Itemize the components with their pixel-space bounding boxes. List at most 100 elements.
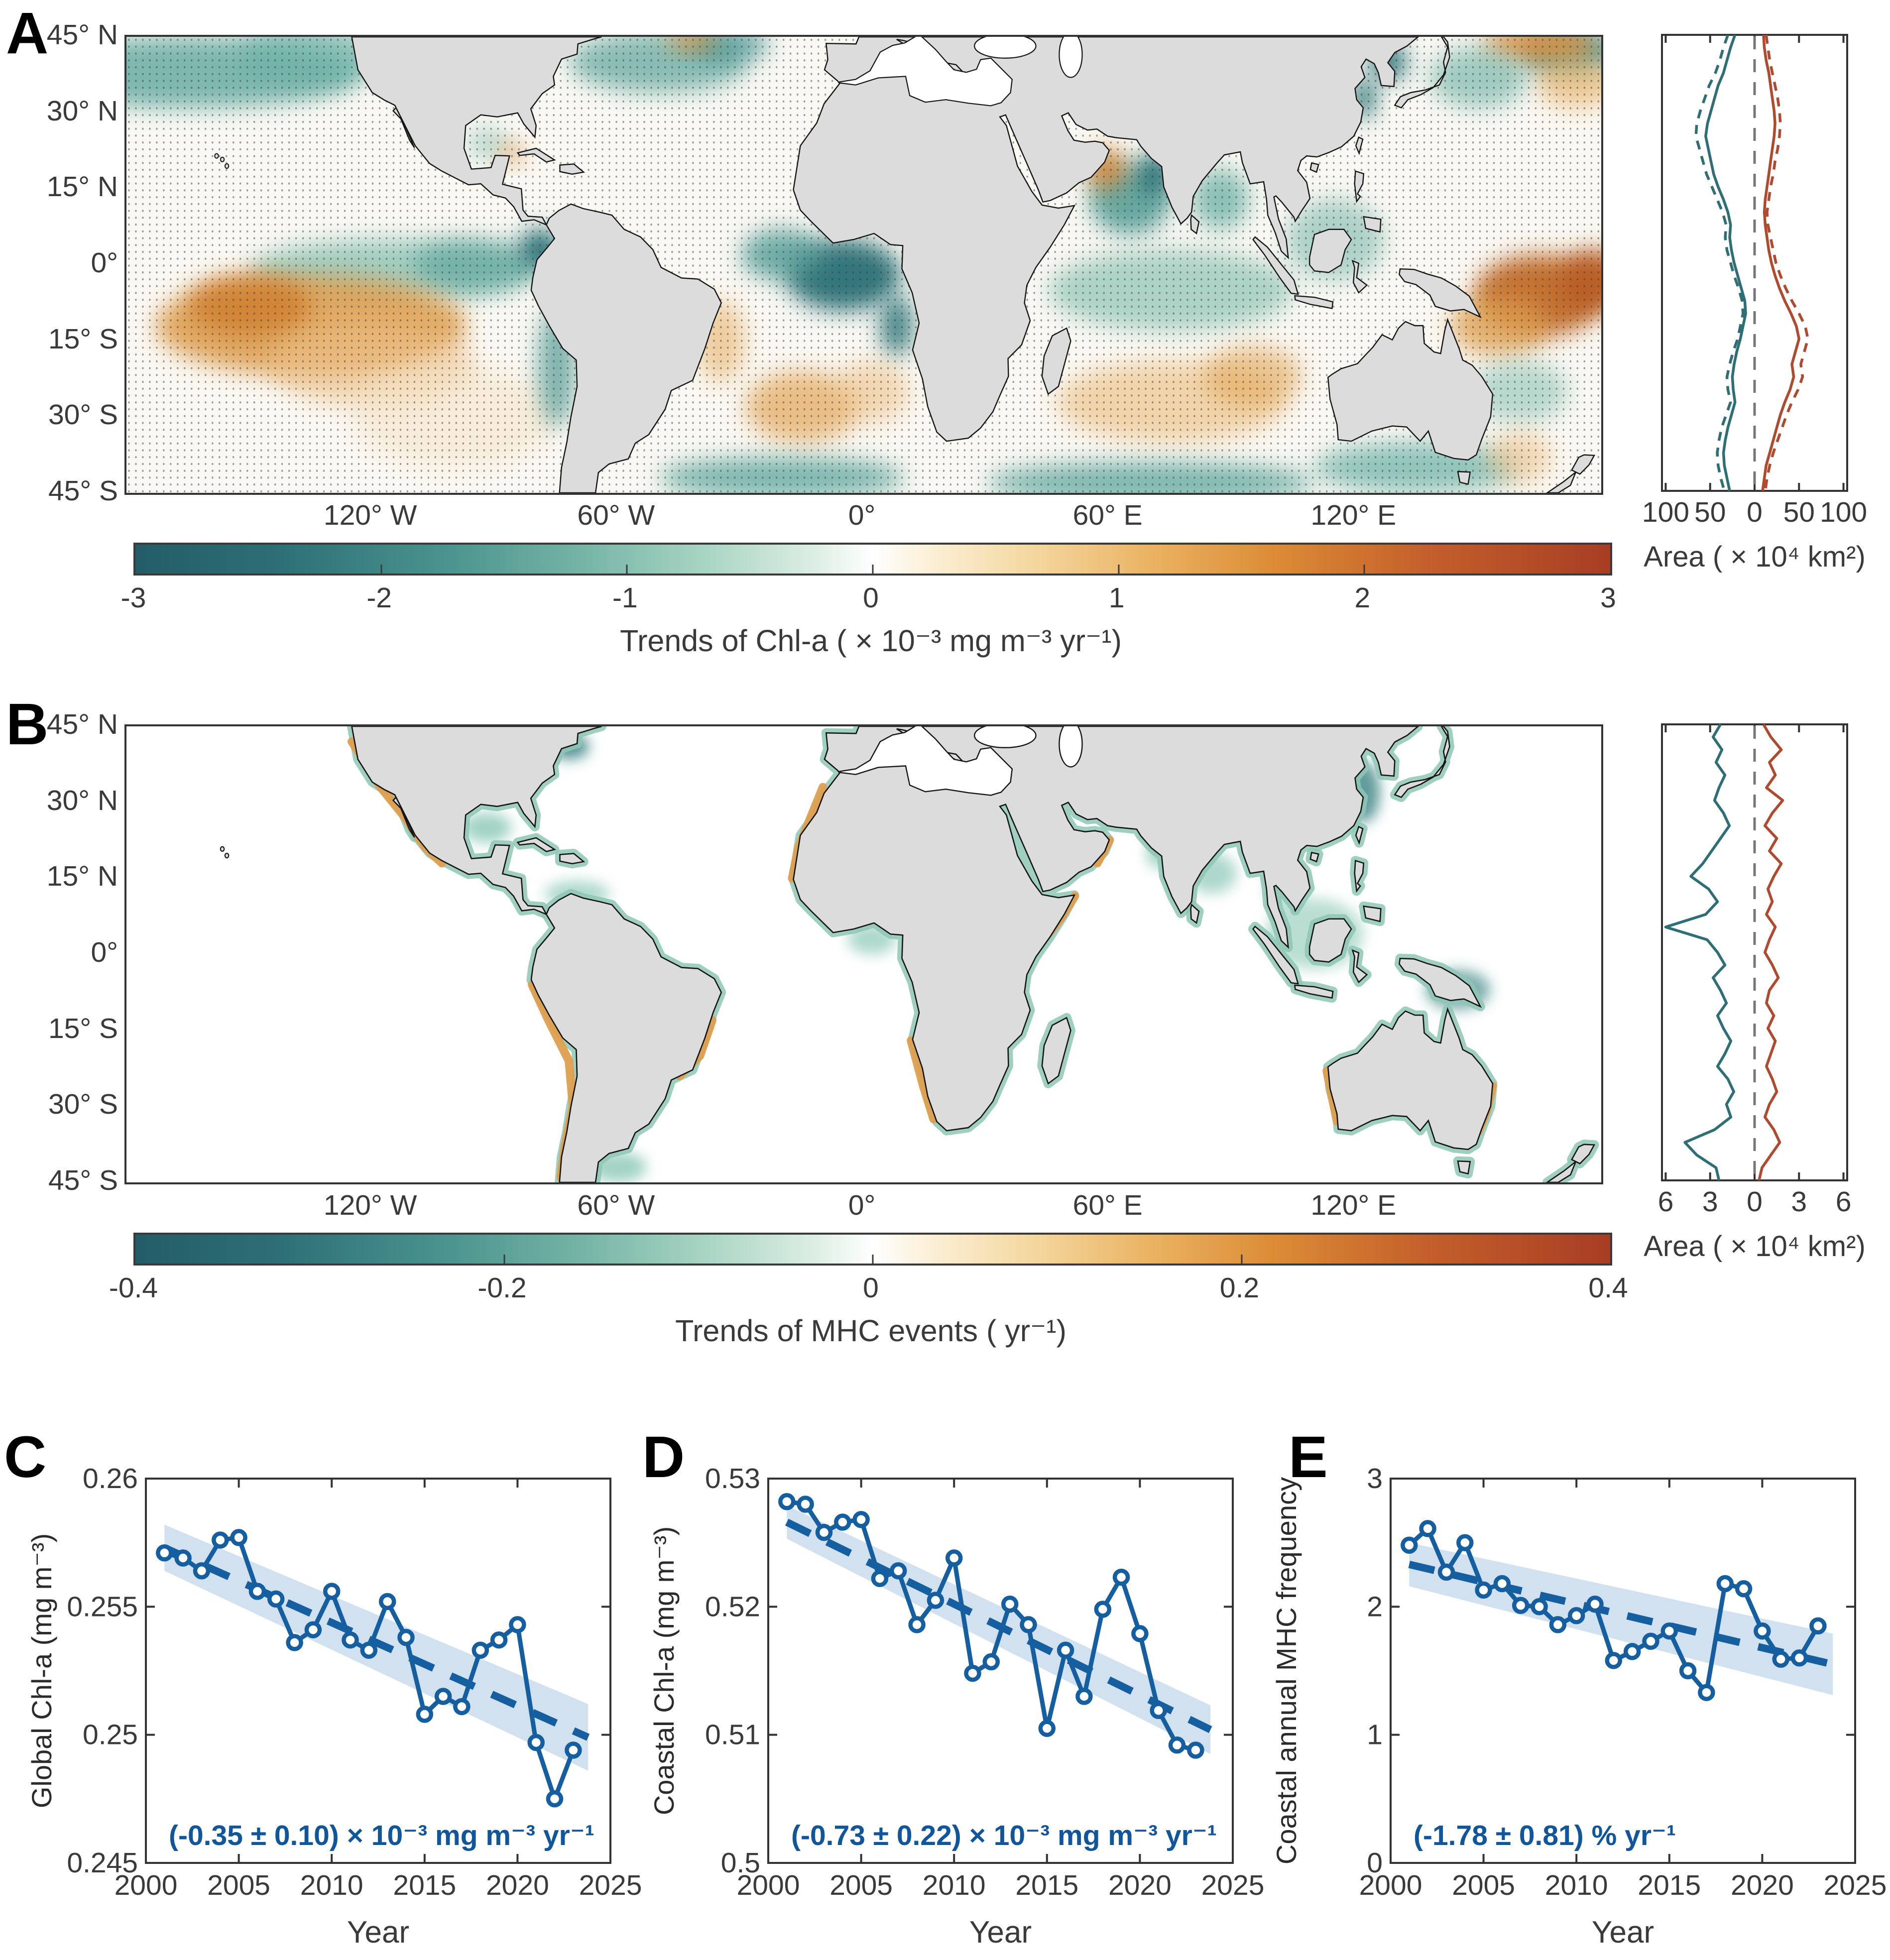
landmass	[1364, 906, 1381, 922]
hawaii-islands	[221, 847, 224, 851]
data-point	[871, 1570, 889, 1587]
area-tick-label: 6	[1836, 1186, 1852, 1218]
x-tick-label: 2020	[1108, 1869, 1172, 1901]
landmass	[1042, 328, 1071, 394]
data-point	[304, 1621, 322, 1638]
colorbar-chla-label: Trends of Chl-a ( × 10⁻³ mg m⁻³ yr⁻¹)	[620, 624, 1122, 658]
x-tick-label: 2025	[1201, 1869, 1265, 1901]
black-sea	[974, 726, 1036, 748]
colorbar-mhc-label: Trends of MHC events ( yr⁻¹)	[675, 1314, 1066, 1348]
data-point	[1094, 1601, 1112, 1618]
area-tick-label: 50	[1694, 496, 1726, 528]
lon-tick: 60° E	[1072, 499, 1143, 531]
panel-e-letter: E	[1289, 1424, 1328, 1490]
data-point	[1623, 1643, 1641, 1660]
cbar-tick: 3	[1600, 582, 1616, 614]
lat-tick: 30° S	[48, 399, 118, 431]
landmass	[1328, 1009, 1493, 1150]
data-point	[1809, 1617, 1827, 1635]
caspian-sea	[1059, 37, 1082, 77]
landmass	[560, 164, 584, 174]
data-point	[174, 1549, 192, 1567]
data-point	[416, 1706, 434, 1723]
lat-tick: 45° S	[48, 1164, 118, 1196]
landmass	[1042, 1018, 1071, 1083]
lat-tick: 45° S	[48, 475, 118, 507]
black-sea	[974, 37, 1036, 58]
panel-b-letter: B	[6, 692, 49, 757]
data-point	[378, 1593, 396, 1611]
map-b-lon-axis: 120° W 60° W 0° 60° E 120° E	[124, 1189, 1599, 1224]
lon-tick: 60° E	[1072, 1189, 1143, 1221]
lon-tick: 60° W	[577, 1189, 655, 1221]
data-point	[1512, 1597, 1530, 1614]
area-tick-label: 100	[1820, 496, 1867, 528]
data-point	[982, 1653, 1000, 1671]
data-point	[815, 1523, 833, 1541]
data-point	[852, 1511, 870, 1528]
lat-tick: 0°	[91, 936, 118, 968]
x-tick-label: 2005	[829, 1869, 893, 1901]
data-point	[1020, 1616, 1037, 1633]
landmass	[1353, 950, 1367, 982]
landmass	[1295, 985, 1333, 998]
y-tick-label: 0.52	[705, 1591, 760, 1622]
hawaii-islands	[225, 853, 229, 858]
data-point	[1698, 1684, 1715, 1701]
x-tick-label: 2000	[1359, 1869, 1422, 1901]
y-axis-label: Coastal annual MHC frequency	[1271, 1477, 1302, 1864]
x-tick-label: 2010	[300, 1869, 363, 1901]
panel-d-letter: D	[642, 1424, 685, 1490]
trend-line	[163, 1544, 590, 1741]
cbar-tick: 0.4	[1588, 1272, 1628, 1304]
landmass	[393, 797, 415, 837]
landmass	[1547, 1161, 1576, 1182]
data-point	[1075, 1688, 1093, 1705]
data-point	[1456, 1534, 1474, 1551]
data-point	[1679, 1662, 1697, 1680]
lat-tick: 45° N	[46, 708, 118, 740]
data-point	[927, 1592, 945, 1609]
data-point	[509, 1616, 526, 1633]
data-point	[546, 1790, 564, 1808]
trend-line	[785, 1518, 1212, 1733]
caspian-sea	[1059, 726, 1082, 767]
area-tick-label: 0	[1747, 496, 1763, 528]
y-tick-label: 1	[1367, 1719, 1383, 1751]
x-tick-label: 2015	[1015, 1869, 1078, 1901]
map-b-lat-axis: 45° N 30° N 15° N 0° 15° S 30° S 45° S	[6, 708, 118, 1196]
area-tick-label: 3	[1702, 1186, 1718, 1218]
y-tick-label: 0.25	[83, 1719, 138, 1751]
landmass	[1191, 905, 1199, 923]
lon-tick: 0°	[848, 499, 876, 531]
data-point	[453, 1698, 471, 1716]
x-tick-label: 2005	[207, 1869, 270, 1901]
data-point	[1401, 1536, 1418, 1554]
landmass	[1328, 320, 1493, 460]
lat-tick: 0°	[91, 247, 118, 279]
data-point	[1642, 1632, 1659, 1650]
landmass	[1399, 269, 1480, 317]
lat-tick: 30° S	[48, 1088, 118, 1121]
data-point	[778, 1493, 796, 1510]
lon-tick: 120° E	[1310, 1189, 1397, 1221]
cbar-tick: -3	[120, 582, 146, 614]
y-tick-label: 2	[1367, 1591, 1383, 1622]
y-tick-label: 0.26	[83, 1463, 138, 1495]
landmass	[1295, 296, 1333, 308]
data-point	[1772, 1650, 1789, 1668]
cbar-tick: 2	[1354, 582, 1371, 614]
cbar-tick: -1	[612, 582, 638, 614]
data-point	[1038, 1720, 1056, 1737]
trend-annotation: (-0.73 ± 0.22) × 10⁻³ mg m⁻³ yr⁻¹	[791, 1820, 1217, 1851]
landmass	[1364, 217, 1381, 232]
data-point	[527, 1733, 545, 1751]
x-tick-label: 2020	[1731, 1869, 1794, 1901]
area-profile-line	[1704, 34, 1747, 491]
mhc-trend-map-canvas	[126, 726, 1601, 1182]
landmass	[531, 894, 721, 1182]
panel-c-letter: C	[4, 1424, 47, 1490]
y-tick-label: 0.53	[705, 1463, 760, 1495]
chart-global-chla: 2000 2005 2010 2015 2020 2025 0.245 0.25 0.255 0.…	[26, 1463, 642, 1950]
